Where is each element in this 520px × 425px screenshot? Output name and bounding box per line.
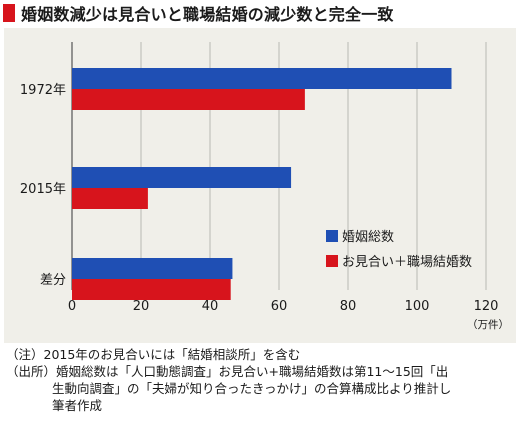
category-label: 差分 xyxy=(40,273,66,288)
page-title: 婚姻数減少は見合いと職場結婚の減少数と完全一致 xyxy=(21,5,394,24)
bar-total-0 xyxy=(72,68,452,89)
x-tick-label: 120 xyxy=(474,299,499,314)
legend-swatch-0 xyxy=(326,230,338,242)
title-marker xyxy=(3,4,15,22)
chart-panel: 1972年 2015年差分 0 20 40 60 80 100 120 （万件） 婚姻総数お見合い＋… xyxy=(4,28,516,343)
x-tick-label: 80 xyxy=(340,299,357,314)
bar-miai-1 xyxy=(72,188,148,209)
bar-total-1 xyxy=(72,167,292,188)
source-text-3: 筆者作成 xyxy=(52,398,103,413)
bar-total-2 xyxy=(72,258,233,279)
x-tick-label: 0 xyxy=(68,299,76,314)
source-text-2: 生動向調査」の「夫婦が知り合ったきっかけ」の合算構成比より推計し xyxy=(52,381,452,396)
legend-label: お見合い＋職場結婚数 xyxy=(342,255,472,270)
bar-miai-2 xyxy=(72,279,231,300)
x-tick-label: 40 xyxy=(202,299,219,314)
source-text-1: （出所）婚姻総数は「人口動態調査」お見合い+職場結婚数は第11〜15回「出 xyxy=(6,364,449,379)
legend-label: 婚姻総数 xyxy=(342,230,394,245)
x-tick-label: 60 xyxy=(271,299,288,314)
category-label: 2015年 xyxy=(20,182,66,197)
x-unit-label: （万件） xyxy=(467,319,509,331)
title-bar: 婚姻数減少は見合いと職場結婚の減少数と完全一致 xyxy=(0,0,520,26)
x-tick-label: 100 xyxy=(405,299,430,314)
bar-miai-0 xyxy=(72,89,305,110)
category-label: 1972年 xyxy=(20,83,66,98)
note-text: （注）2015年のお見合いには「結婚相談所」を含む xyxy=(6,347,301,362)
legend-swatch-1 xyxy=(326,255,338,267)
x-tick-label: 20 xyxy=(133,299,150,314)
notes: （注）2015年のお見合いには「結婚相談所」を含む （出所）婚姻総数は「人口動態… xyxy=(6,346,516,414)
